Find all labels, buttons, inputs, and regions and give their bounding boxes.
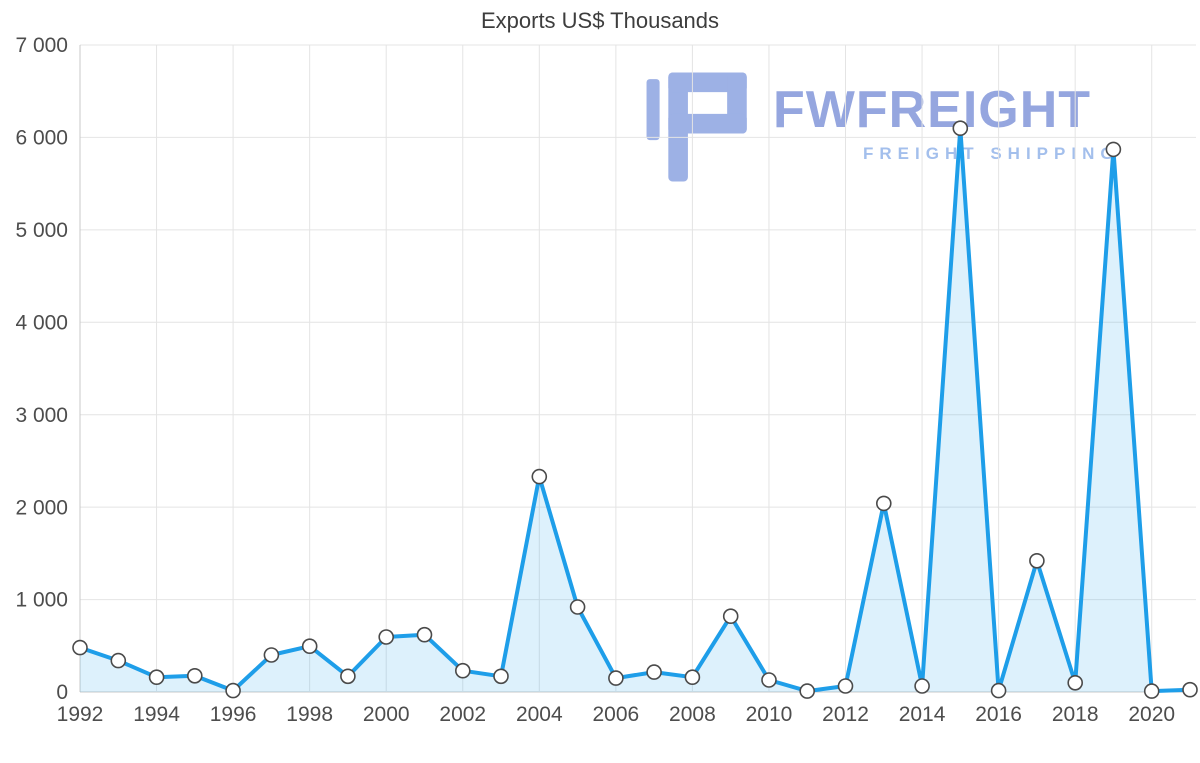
svg-text:2010: 2010 xyxy=(746,703,793,726)
svg-text:1996: 1996 xyxy=(210,703,257,726)
chart-title: Exports US$ Thousands xyxy=(480,8,720,33)
svg-text:1994: 1994 xyxy=(133,703,180,726)
fwfreight-logo-icon xyxy=(646,72,747,182)
svg-text:2018: 2018 xyxy=(1052,703,1099,726)
svg-text:0: 0 xyxy=(56,681,68,704)
svg-text:1992: 1992 xyxy=(57,703,104,726)
svg-text:2016: 2016 xyxy=(975,703,1022,726)
svg-text:2 000: 2 000 xyxy=(15,496,68,519)
svg-text:2008: 2008 xyxy=(669,703,716,726)
watermark-brand: FWFREIGHT xyxy=(773,81,1092,139)
svg-text:2012: 2012 xyxy=(822,703,869,726)
watermark-subtitle: FREIGHT SHIPPING xyxy=(863,144,1120,163)
svg-text:4 000: 4 000 xyxy=(15,311,68,334)
svg-text:5 000: 5 000 xyxy=(15,219,68,242)
svg-text:2006: 2006 xyxy=(593,703,640,726)
svg-text:2020: 2020 xyxy=(1128,703,1175,726)
svg-text:1998: 1998 xyxy=(286,703,333,726)
svg-text:2002: 2002 xyxy=(439,703,486,726)
svg-text:7 000: 7 000 xyxy=(15,34,68,57)
svg-text:2004: 2004 xyxy=(516,703,563,726)
svg-text:2000: 2000 xyxy=(363,703,410,726)
svg-text:1 000: 1 000 xyxy=(15,589,68,612)
svg-text:3 000: 3 000 xyxy=(15,404,68,427)
svg-text:6 000: 6 000 xyxy=(15,127,68,150)
watermark-text: FWFREIGHT FREIGHT SHIPPING xyxy=(773,66,1120,164)
watermark: FWFREIGHT FREIGHT SHIPPING xyxy=(645,66,1120,188)
svg-text:2014: 2014 xyxy=(899,703,946,726)
